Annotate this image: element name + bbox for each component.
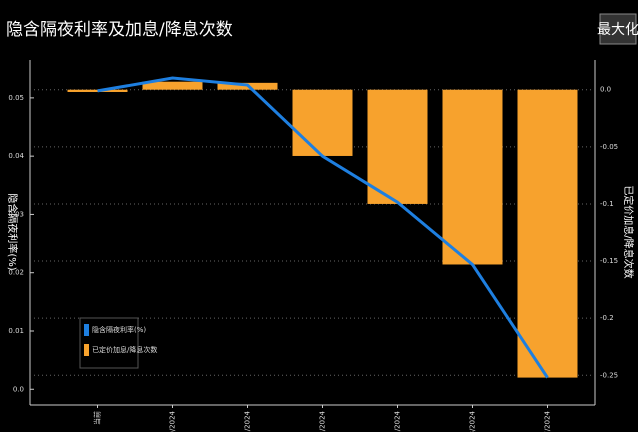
- y2-tick-label: -0.05: [600, 143, 618, 151]
- legend-swatch: [84, 324, 89, 336]
- y-axis-label: 隐含隔夜利率(%): [6, 193, 19, 270]
- y2-tick-label: -0.2: [600, 314, 614, 322]
- bar: [367, 89, 428, 204]
- legend-box: [79, 317, 139, 369]
- bar: [292, 89, 353, 156]
- bar: [517, 89, 578, 378]
- x-tick-label: 09/18/2024: [469, 410, 477, 432]
- y-tick-label: 0.02: [8, 269, 24, 277]
- x-tick-label: 11/07/2024: [544, 410, 552, 432]
- x-tick-label: 03/20/2024: [169, 410, 177, 432]
- y2-axis-label: 已定价加息/降息次数: [622, 185, 635, 278]
- bar: [442, 89, 503, 265]
- x-tick-label: 当前: [93, 411, 102, 425]
- chart-title: 隐含隔夜利率及加息/降息次数: [6, 20, 233, 40]
- bar: [142, 81, 203, 90]
- y-tick-label: 0.04: [8, 152, 24, 160]
- y2-tick-label: -0.15: [600, 257, 618, 265]
- y-tick-label: 0.03: [8, 210, 24, 218]
- x-tick-label: 05/01/2024: [244, 410, 252, 432]
- y-tick-label: 0.0: [13, 385, 24, 393]
- x-tick-label: 06/12/2024: [319, 410, 327, 432]
- legend-label: 隐含隔夜利率(%): [92, 325, 146, 334]
- y2-tick-label: 0.0: [600, 86, 611, 94]
- y-tick-label: 0.01: [8, 327, 24, 335]
- legend-swatch: [84, 344, 89, 356]
- y2-tick-label: -0.1: [600, 200, 614, 208]
- maximize-label[interactable]: 最大化: [597, 22, 638, 38]
- maximize-button[interactable]: [599, 13, 637, 45]
- x-tick-label: 07/31/2024: [394, 410, 402, 432]
- y2-tick-label: -0.25: [600, 371, 618, 379]
- legend-label: 已定价加息/降息次数: [92, 345, 157, 354]
- y-tick-label: 0.05: [8, 94, 24, 102]
- line: [97, 76, 549, 379]
